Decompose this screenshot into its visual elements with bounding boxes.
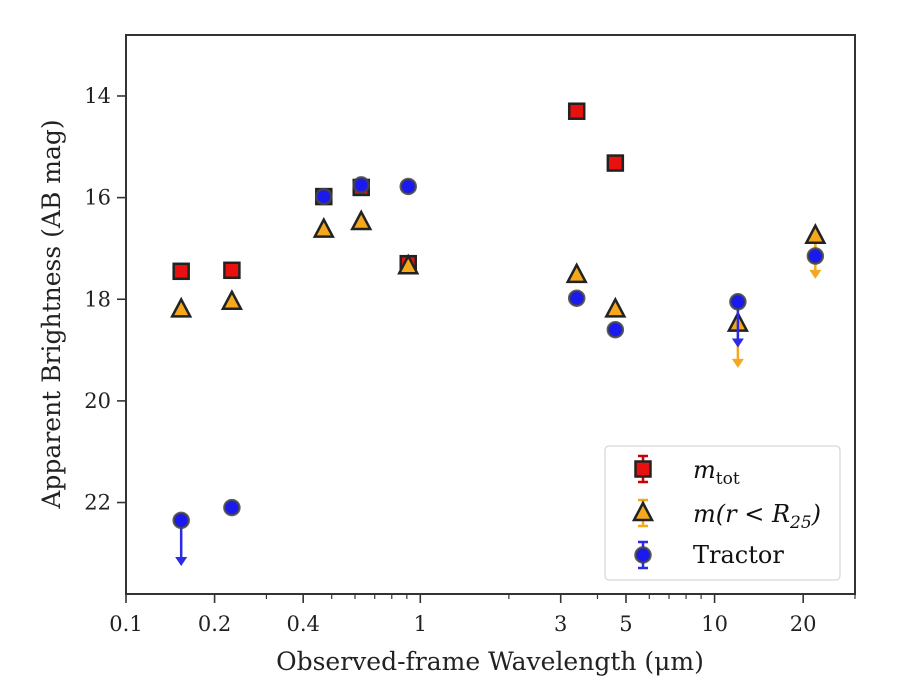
x-tick-label: 20	[790, 612, 817, 636]
legend-label-mtot: mtot	[693, 456, 740, 489]
y-tick-label: 20	[84, 389, 111, 413]
legend-label-tractor: Tractor	[693, 541, 784, 569]
x-tick-label: 10	[701, 612, 728, 636]
legend-label-mr25: m(r < R25)	[693, 500, 821, 533]
data-point	[172, 262, 190, 281]
data-point	[397, 253, 420, 275]
y-tick-label: 16	[84, 186, 111, 210]
data-point	[606, 154, 625, 172]
data-point	[352, 176, 370, 194]
data-point	[567, 289, 586, 307]
y-tick-label: 22	[84, 491, 111, 515]
legend: mtot m(r < R25) Tractor	[604, 445, 841, 581]
data-point	[172, 511, 190, 530]
data-point	[606, 320, 625, 339]
upper-limit-arrow	[175, 557, 188, 567]
data-point	[604, 296, 627, 318]
data-point	[804, 223, 827, 244]
x-axis-title: Observed-frame Wavelength (μm)	[276, 647, 704, 676]
legend-box	[604, 445, 841, 581]
data-point	[170, 296, 193, 318]
data-point	[315, 187, 333, 206]
legend-marker-square	[634, 460, 652, 478]
data-point	[223, 498, 241, 517]
legend-marker-triangle	[631, 500, 655, 522]
x-tick-label: 3	[554, 612, 567, 636]
data-point	[350, 209, 373, 231]
data-point	[312, 216, 335, 238]
data-point	[729, 293, 747, 311]
x-tick-label: 0.2	[198, 612, 231, 636]
y-tick-label: 18	[84, 287, 111, 311]
x-tick-label: 1	[414, 612, 427, 636]
data-point	[399, 177, 417, 196]
series-circle	[172, 176, 825, 567]
upper-limit-arrow	[809, 269, 822, 279]
x-tick-label: 0.4	[286, 612, 319, 636]
data-point	[567, 102, 586, 120]
data-point	[220, 289, 243, 311]
upper-limit-arrow	[731, 338, 744, 348]
data-point	[565, 262, 588, 284]
y-axis-title: Apparent Brightness (AB mag)	[37, 119, 66, 509]
y-tick-label: 14	[84, 84, 111, 108]
plot-frame	[125, 34, 856, 595]
data-point	[223, 261, 241, 280]
legend-marker-circle	[634, 546, 652, 564]
x-tick-label: 5	[619, 612, 632, 636]
x-tick-label: 0.1	[109, 612, 142, 636]
upper-limit-arrow	[731, 358, 744, 368]
data-point	[806, 247, 825, 265]
